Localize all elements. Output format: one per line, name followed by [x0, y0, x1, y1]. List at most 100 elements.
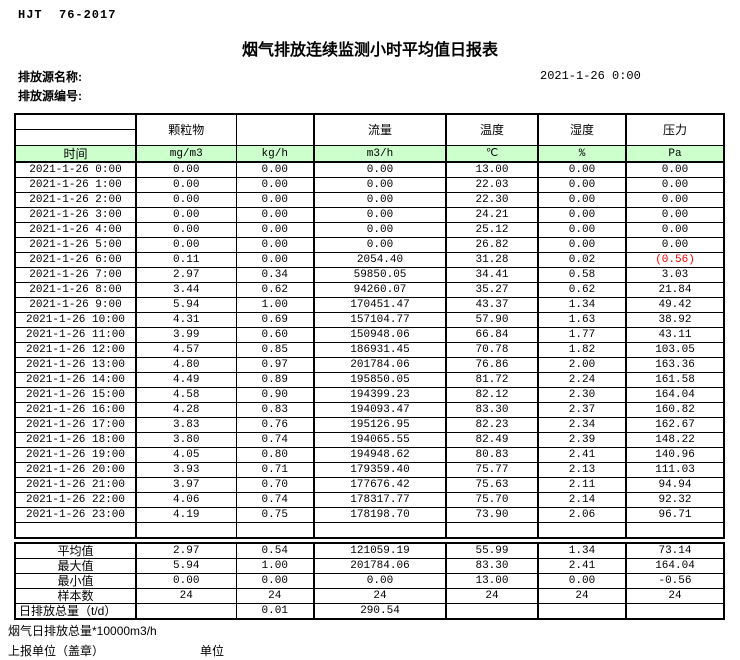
value-cell: 22.30 [445, 192, 539, 208]
group-header-flow: 流量 [313, 113, 447, 146]
value-cell: 163.36 [625, 357, 725, 373]
time-cell: 2021-1-26 23:00 [14, 507, 137, 523]
summary-value-cell: 24 [313, 588, 447, 604]
value-cell: 0.85 [235, 342, 315, 358]
hour-row: 2021-1-26 7:00 2.97 0.34 59850.05 34.41 0.58 3… [14, 267, 725, 283]
hour-row: 2021-1-26 11:00 3.99 0.60 150948.06 66.84 1.7… [14, 327, 725, 343]
value-cell: 201784.06 [313, 357, 447, 373]
value-cell: 0.00 [537, 161, 627, 178]
summary-table: 平均值 2.97 0.54 121059.19 55.99 1.34 73.14 最大值 5.9… [14, 542, 725, 620]
summary-label-cell: 样本数 [14, 588, 137, 604]
group-header-empty [235, 113, 315, 146]
value-cell: 75.70 [445, 492, 539, 508]
group-header-humidity: 湿度 [537, 113, 627, 146]
value-cell: 82.12 [445, 387, 539, 403]
value-cell: 0.00 [313, 161, 447, 178]
value-cell: 0.00 [135, 222, 237, 238]
value-cell: 2.37 [537, 402, 627, 418]
value-cell: 0.00 [537, 177, 627, 193]
value-cell: 160.82 [625, 402, 725, 418]
unit-header-kgh: kg/h [235, 145, 315, 163]
hour-row: 2021-1-26 12:00 4.57 0.85 186931.45 70.78 1.8… [14, 342, 725, 358]
value-cell: 178317.77 [313, 492, 447, 508]
summary-value-cell: 24 [235, 588, 315, 604]
value-cell: 4.58 [135, 387, 237, 403]
value-cell: 2.41 [537, 447, 627, 463]
hour-row: 2021-1-26 9:00 5.94 1.00 170451.47 43.37 1.34… [14, 297, 725, 313]
unit-header-percent: % [537, 145, 627, 163]
value-cell: 186931.45 [313, 342, 447, 358]
value-cell: 4.31 [135, 312, 237, 328]
value-cell: 35.27 [445, 282, 539, 298]
time-cell: 2021-1-26 20:00 [14, 462, 137, 478]
value-cell: 59850.05 [313, 267, 447, 283]
summary-value-cell: 0.00 [235, 573, 315, 589]
value-cell: 194399.23 [313, 387, 447, 403]
value-cell: 5.94 [135, 297, 237, 313]
value-cell: 0.00 [235, 161, 315, 178]
hour-row: 2021-1-26 15:00 4.58 0.90 194399.23 82.12 2.3… [14, 387, 725, 403]
summary-value-cell: 5.94 [135, 558, 237, 574]
value-cell: 0.97 [235, 357, 315, 373]
value-cell: 4.19 [135, 507, 237, 523]
value-cell: 4.57 [135, 342, 237, 358]
unit-header-pa: Pa [625, 145, 725, 163]
value-cell: 2.14 [537, 492, 627, 508]
summary-label-cell: 最小值 [14, 573, 137, 589]
value-cell: 25.12 [445, 222, 539, 238]
value-cell: 3.83 [135, 417, 237, 433]
monitoring-table: 颗粒物 流量 温度 湿度 压力 时间 mg/m3 kg/h m3/h ℃ % P… [14, 113, 725, 539]
hour-row: 2021-1-26 6:00 0.11 0.00 2054.40 31.28 0.02 (0… [14, 252, 725, 268]
value-cell: 13.00 [445, 161, 539, 178]
unit-header-celsius: ℃ [445, 145, 539, 163]
value-cell: 157104.77 [313, 312, 447, 328]
summary-row: 最小值 0.00 0.00 0.00 13.00 0.00 -0.56 [14, 573, 725, 589]
summary-value-cell: 24 [537, 588, 627, 604]
source-id-label: 排放源编号: [18, 89, 82, 103]
hour-row: 2021-1-26 4:00 0.00 0.00 0.00 25.12 0.00 0.00 [14, 222, 725, 238]
value-cell: 194065.55 [313, 432, 447, 448]
value-cell: 1.82 [537, 342, 627, 358]
value-cell: 0.00 [625, 161, 725, 178]
standard-code: HJT 76-2017 [18, 8, 117, 22]
summary-value-cell: 24 [625, 588, 725, 604]
summary-value-cell [135, 603, 237, 620]
value-cell: 4.49 [135, 372, 237, 388]
value-cell: 2.11 [537, 477, 627, 493]
value-cell: 22.03 [445, 177, 539, 193]
value-cell: 0.00 [313, 222, 447, 238]
value-cell: 38.92 [625, 312, 725, 328]
value-cell: (0.56) [625, 252, 725, 268]
value-cell: 0.00 [235, 177, 315, 193]
time-cell: 2021-1-26 15:00 [14, 387, 137, 403]
value-cell: 1.77 [537, 327, 627, 343]
value-cell: 0.00 [537, 207, 627, 223]
hour-row: 2021-1-26 1:00 0.00 0.00 0.00 22.03 0.00 0.00 [14, 177, 725, 193]
source-name-label: 排放源名称: [18, 70, 82, 84]
value-cell: 148.22 [625, 432, 725, 448]
value-cell: 179359.40 [313, 462, 447, 478]
value-cell: 83.30 [445, 402, 539, 418]
summary-label-cell: 最大值 [14, 558, 137, 574]
value-cell: 76.86 [445, 357, 539, 373]
hour-row: 2021-1-26 0:00 0.00 0.00 0.00 13.00 0.00 0.00 [14, 161, 725, 178]
value-cell: 0.71 [235, 462, 315, 478]
value-cell: 0.70 [235, 477, 315, 493]
value-cell: 3.93 [135, 462, 237, 478]
value-cell: 162.67 [625, 417, 725, 433]
value-cell: 0.80 [235, 447, 315, 463]
value-cell: 3.97 [135, 477, 237, 493]
value-cell: 92.32 [625, 492, 725, 508]
value-cell: 31.28 [445, 252, 539, 268]
summary-value-cell: 83.30 [445, 558, 539, 574]
hour-row: 2021-1-26 17:00 3.83 0.76 195126.95 82.23 2.3… [14, 417, 725, 433]
value-cell: 0.00 [625, 222, 725, 238]
value-cell: 194948.62 [313, 447, 447, 463]
time-cell: 2021-1-26 1:00 [14, 177, 137, 193]
value-cell: 94.94 [625, 477, 725, 493]
value-cell: 164.04 [625, 387, 725, 403]
value-cell: 0.00 [135, 161, 237, 178]
value-cell: 0.00 [625, 192, 725, 208]
value-cell: 66.84 [445, 327, 539, 343]
hour-row: 2021-1-26 19:00 4.05 0.80 194948.62 80.83 2.4… [14, 447, 725, 463]
